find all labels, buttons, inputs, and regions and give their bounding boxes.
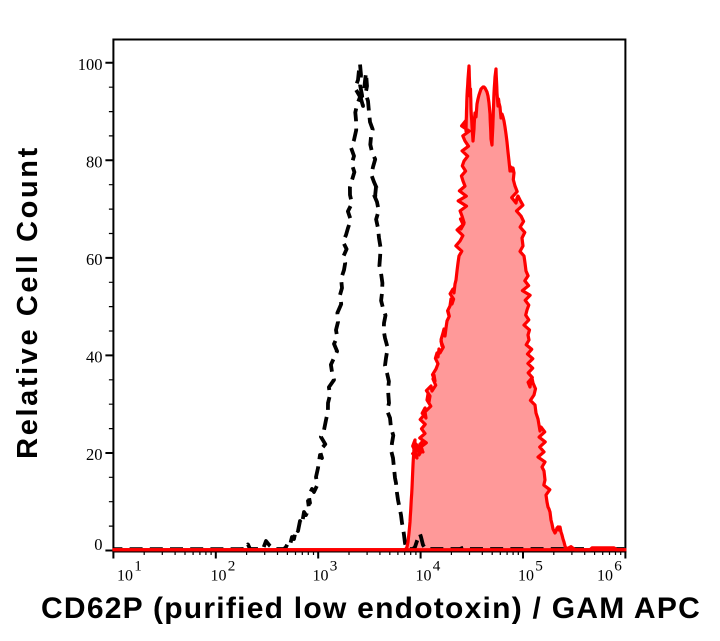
svg-text:4: 4 [433,557,441,574]
svg-text:20: 20 [86,445,103,464]
svg-text:2: 2 [228,557,236,574]
svg-text:10: 10 [416,567,432,584]
svg-text:CD62P (purified low endotoxin): CD62P (purified low endotoxin) / GAM APC [41,592,701,625]
svg-text:10: 10 [117,567,133,584]
svg-text:100: 100 [78,55,103,74]
svg-text:80: 80 [86,152,103,171]
svg-text:10: 10 [518,567,534,584]
svg-text:60: 60 [86,250,103,269]
svg-text:10: 10 [313,567,329,584]
svg-text:10: 10 [211,567,227,584]
svg-text:5: 5 [535,557,543,574]
svg-text:1: 1 [134,557,142,574]
svg-text:6: 6 [614,557,622,574]
svg-text:3: 3 [330,557,338,574]
svg-text:10: 10 [597,567,613,584]
svg-text:Relative Cell Count: Relative Cell Count [12,145,44,459]
svg-text:0: 0 [94,535,102,554]
svg-text:40: 40 [86,347,103,366]
